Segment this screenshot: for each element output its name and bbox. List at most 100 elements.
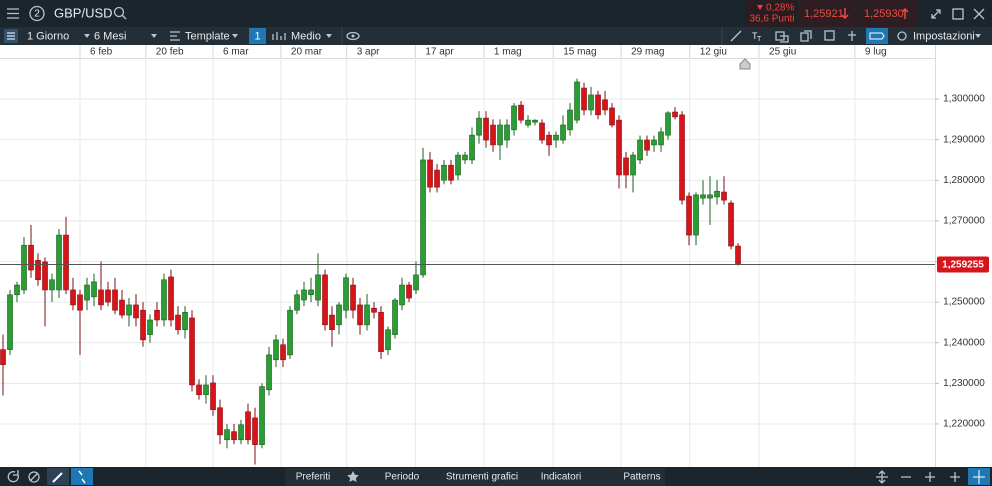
- price-label-box: [937, 256, 989, 273]
- candle-body: [322, 274, 328, 326]
- candle-body: [189, 317, 195, 386]
- candle-body: [196, 384, 202, 396]
- tab[interactable]: Indicatori: [541, 472, 582, 483]
- indicator-box[interactable]: [249, 28, 266, 44]
- window-buttons[interactable]: [931, 8, 985, 20]
- tab[interactable]: Preferiti: [296, 472, 330, 483]
- chart-style[interactable]: Medio: [291, 30, 321, 42]
- candle-body: [602, 99, 608, 111]
- candle-body: [245, 411, 251, 441]
- candle-body: [217, 407, 223, 436]
- candle-body: [91, 281, 97, 298]
- candle-body: [588, 94, 594, 111]
- candle-body: [728, 202, 734, 247]
- candle-body: [462, 154, 468, 161]
- candle-body: [266, 354, 272, 391]
- candle-body: [448, 164, 454, 181]
- candle-body: [98, 289, 104, 306]
- candle-body: [546, 134, 552, 146]
- interval[interactable]: 1 Giorno: [27, 30, 69, 42]
- candle-body: [301, 289, 307, 301]
- search-button[interactable]: [113, 6, 127, 20]
- candle-body: [714, 190, 720, 198]
- change-box: [745, 0, 798, 27]
- candle-body: [595, 94, 601, 116]
- y-tick-label: 1,240000: [943, 337, 985, 348]
- candle-body: [434, 169, 440, 188]
- bottom-left-tools[interactable]: [7, 468, 93, 485]
- home-marker[interactable]: [739, 58, 751, 70]
- candle-body: [84, 284, 90, 301]
- candle-body: [364, 304, 370, 326]
- candle-body: [420, 159, 426, 276]
- candle-body: [147, 319, 153, 335]
- zoom-tools[interactable]: [876, 468, 990, 485]
- candle-body: [644, 139, 650, 151]
- candle-body: [35, 259, 41, 281]
- candle-body: [665, 112, 671, 136]
- candle-body: [308, 289, 314, 296]
- candle-body: [140, 309, 146, 341]
- candle-body: [49, 279, 55, 291]
- tab[interactable]: Strumenti grafici: [446, 472, 518, 483]
- candle-body: [707, 194, 713, 199]
- candle-body: [532, 119, 538, 123]
- candle-body: [280, 344, 286, 361]
- y-tick-label: 1,220000: [943, 419, 985, 430]
- candle-body: [294, 294, 300, 311]
- sell-box[interactable]: [800, 0, 858, 27]
- candle-body: [14, 284, 20, 296]
- candle-body: [581, 87, 587, 111]
- eye-button[interactable]: [346, 31, 360, 41]
- candle-body: [504, 124, 510, 141]
- star[interactable]: [347, 471, 359, 482]
- y-tick-label: 1,290000: [943, 134, 985, 145]
- badge-circle: [29, 5, 45, 22]
- buy-box[interactable]: [860, 0, 918, 27]
- down-triangle: [757, 5, 763, 10]
- style-icon: [272, 32, 286, 40]
- candle-body: [7, 294, 13, 350]
- candle-body: [70, 289, 76, 306]
- candle-body: [154, 309, 160, 321]
- x-tick-label: 29 mag: [631, 47, 664, 58]
- candle-body: [616, 119, 622, 176]
- candle-body: [343, 277, 349, 311]
- tab[interactable]: Periodo: [385, 472, 420, 483]
- indicator-count: 1: [254, 30, 260, 42]
- candle-body: [525, 119, 531, 126]
- candle-body: [672, 111, 678, 118]
- x-tick-label: 1 mag: [494, 47, 522, 58]
- candle-body: [56, 234, 62, 291]
- candle-body: [42, 261, 48, 291]
- symbol[interactable]: GBP/USD: [54, 5, 113, 20]
- candle-body: [560, 124, 566, 141]
- y-tick-label: 1,230000: [943, 378, 985, 389]
- instrument-badge: 2: [34, 9, 40, 20]
- candle-body: [567, 109, 573, 131]
- candle-body: [399, 284, 405, 306]
- candle-body: [483, 117, 489, 141]
- candle-body: [427, 159, 433, 188]
- template[interactable]: Template: [185, 30, 230, 42]
- candle-body: [441, 164, 447, 181]
- chart-area: [0, 45, 992, 467]
- buy-arrow: [901, 7, 909, 19]
- candle-body: [287, 309, 293, 356]
- candle-body: [112, 289, 118, 311]
- y-tick-label: 1,280000: [943, 175, 985, 186]
- tab[interactable]: Patterns: [623, 472, 660, 483]
- x-tick-label: 6 mar: [223, 47, 249, 58]
- candle-body: [539, 122, 545, 141]
- candle-body: [175, 314, 181, 331]
- candle-body: [518, 104, 524, 121]
- y-tick-label: 1,300000: [943, 94, 985, 105]
- candle-body: [658, 131, 664, 146]
- menu-button[interactable]: [7, 8, 19, 19]
- x-tick-label: 12 giu: [700, 47, 727, 58]
- settings[interactable]: Impostazioni: [913, 30, 975, 42]
- y-tick-label: 1,250000: [943, 297, 985, 308]
- range[interactable]: 6 Mesi: [94, 30, 126, 42]
- candle-body: [77, 294, 83, 311]
